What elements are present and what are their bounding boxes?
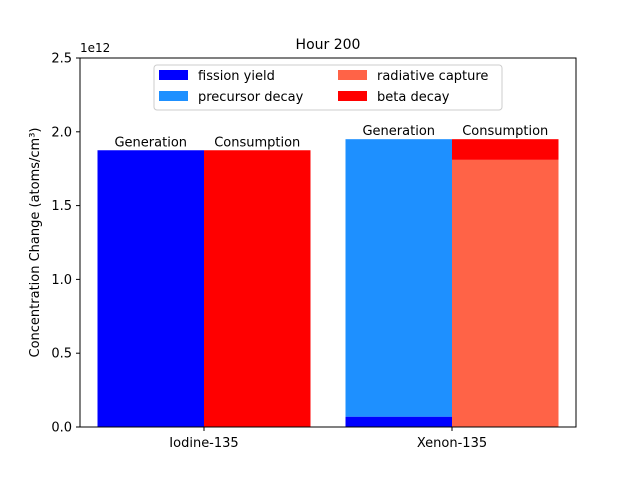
y-tick-label-2: 1.0 — [51, 273, 72, 288]
x-axis: Iodine-135 Xenon-135 — [169, 427, 487, 451]
x-tick-label-0: Iodine-135 — [169, 436, 238, 451]
y-offset-text: 1e12 — [80, 41, 110, 55]
bar-segment-g0-b1-s0 — [204, 150, 311, 427]
bar-label-g0-b1: Consumption — [214, 135, 300, 150]
legend-swatch-3 — [338, 91, 367, 101]
bar-segment-g1-b0-s1 — [345, 139, 452, 417]
y-tick-label-0: 0.0 — [51, 421, 72, 436]
chart-title: Hour 200 — [296, 37, 361, 53]
bar-segment-g1-b1-s0 — [452, 159, 559, 427]
y-axis-label: Concentration Change (atoms/cm³) — [28, 127, 43, 357]
legend: fission yield radiative capture precursor … — [153, 64, 503, 111]
legend-swatch-2 — [159, 91, 188, 101]
y-axis: 0.0 0.5 1.0 1.5 2.0 2.5 — [51, 52, 80, 436]
legend-label-0: fission yield — [198, 69, 275, 84]
x-tick-label-1: Xenon-135 — [417, 436, 487, 451]
bars-layer: Generation Consumption Generation Consumpti… — [97, 124, 559, 427]
y-tick-label-3: 1.5 — [51, 199, 72, 214]
bar-label-g1-b0: Generation — [362, 124, 435, 139]
legend-label-2: precursor decay — [198, 90, 304, 105]
y-tick-label-5: 2.5 — [51, 52, 72, 67]
legend-swatch-1 — [338, 70, 367, 80]
bar-segment-g1-b1-s1 — [452, 139, 559, 160]
y-tick-label-1: 0.5 — [51, 347, 72, 362]
legend-label-3: beta decay — [377, 90, 450, 105]
legend-swatch-0 — [159, 70, 188, 80]
bar-segment-g1-b0-s0 — [345, 416, 452, 427]
bar-segment-g0-b0-s0 — [97, 150, 204, 427]
legend-box — [153, 64, 503, 111]
plot-frame — [79, 57, 577, 428]
legend-label-1: radiative capture — [377, 69, 488, 84]
bar-label-g1-b1: Consumption — [462, 124, 548, 139]
y-tick-label-4: 2.0 — [51, 125, 72, 140]
bar-label-g0-b0: Generation — [114, 135, 187, 150]
